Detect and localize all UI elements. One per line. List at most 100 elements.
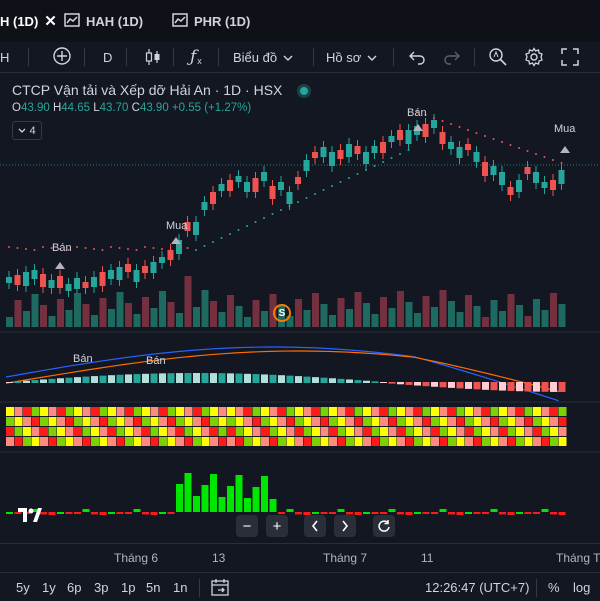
sar-dot: [348, 177, 350, 179]
interval-button[interactable]: D: [103, 46, 112, 68]
heat-cell: [414, 437, 422, 446]
profile-dropdown[interactable]: Hồ sơ: [326, 46, 377, 68]
heat-cell: [320, 417, 329, 426]
sell-signal-label: Bán: [407, 107, 427, 119]
sar-dot: [50, 247, 53, 249]
quick-search-icon[interactable]: [488, 46, 508, 68]
heat-cell: [193, 407, 201, 416]
settings-gear-icon[interactable]: [524, 46, 544, 68]
range-6p-button[interactable]: 6p: [67, 580, 82, 595]
macd-histogram-bar: [312, 377, 319, 383]
heat-cell: [558, 417, 567, 426]
heat-cell: [354, 427, 363, 436]
undo-icon[interactable]: [408, 46, 426, 68]
scroll-right-button[interactable]: [334, 515, 356, 537]
range-5n-button[interactable]: 5n: [146, 580, 161, 595]
heat-cell: [337, 427, 346, 436]
heat-cell: [218, 427, 227, 436]
oscillator-bar: [65, 512, 73, 514]
zoom-in-button[interactable]: +: [266, 515, 288, 537]
indicator-count: 4: [29, 124, 36, 137]
macd-histogram-bar: [14, 381, 22, 383]
candles-icon[interactable]: [145, 46, 161, 68]
oscillator-bar: [40, 512, 47, 515]
range-5y-button[interactable]: 5y: [16, 580, 30, 595]
profile-label: Hồ sơ: [326, 49, 362, 65]
heat-cell: [524, 417, 533, 426]
volume-bar: [133, 314, 141, 327]
oscillator-bar: [320, 512, 328, 514]
candle-body: [312, 152, 318, 158]
heat-cell: [235, 427, 244, 436]
candle-body: [431, 120, 437, 128]
tab-phr[interactable]: PHR (1D): [172, 8, 250, 34]
buy-signal-label: Mua: [554, 123, 576, 135]
heat-cell: [448, 427, 456, 436]
tradingview-logo-icon[interactable]: [14, 503, 46, 527]
heat-cell: [286, 437, 295, 446]
heat-cell: [550, 437, 558, 446]
heat-cell: [244, 437, 252, 446]
symbol-search-button[interactable]: H: [0, 46, 9, 68]
oscillator-bar: [176, 484, 183, 512]
scroll-left-button[interactable]: [304, 515, 326, 537]
oscillator-bar: [439, 509, 447, 512]
heat-cell: [201, 437, 210, 446]
clock-time[interactable]: 12:26:47 (UTC+7): [425, 580, 530, 595]
chart-canvas[interactable]: [0, 72, 600, 543]
heat-cell: [142, 437, 150, 446]
candle-body: [244, 182, 250, 192]
oscillator-bar: [507, 512, 515, 515]
sar-dot: [220, 237, 223, 239]
heat-cell: [431, 427, 439, 436]
zoom-out-button[interactable]: −: [236, 515, 258, 537]
compare-add-button[interactable]: [52, 46, 72, 68]
x-tick-label: 13: [212, 551, 226, 565]
s-marker[interactable]: S: [273, 304, 291, 322]
range-1p-button[interactable]: 1p: [121, 580, 136, 595]
heat-cell: [261, 437, 269, 446]
oscillator-bar: [388, 509, 396, 512]
heat-cell: [541, 417, 550, 426]
heat-cell: [48, 427, 57, 436]
sar-dot: [246, 225, 248, 227]
heat-cell: [159, 437, 167, 446]
heat-cell: [388, 407, 397, 416]
heat-cell: [465, 437, 473, 446]
heat-cell: [473, 427, 482, 436]
sar-dot: [144, 246, 146, 248]
heat-cell: [422, 437, 431, 446]
range-1n-button[interactable]: 1n: [173, 580, 188, 595]
heat-cell: [465, 417, 473, 426]
macd-histogram-bar: [337, 378, 345, 383]
chart-type-label: Biểu đồ: [233, 49, 278, 65]
macd-histogram-bar: [48, 378, 56, 383]
log-scale-button[interactable]: log: [573, 580, 591, 595]
macd-histogram-bar: [371, 381, 379, 383]
range-1y-button[interactable]: 1y: [42, 580, 56, 595]
percent-scale-button[interactable]: %: [548, 580, 560, 595]
sar-dot: [484, 135, 486, 137]
reset-icon: [378, 520, 390, 532]
redo-icon[interactable]: [443, 46, 461, 68]
close-icon[interactable]: ✕: [44, 13, 57, 30]
sar-dot: [178, 246, 180, 248]
time-axis[interactable]: Tháng 6 13 Tháng 7 11 Tháng Tá: [0, 543, 600, 572]
indicators-collapse-button[interactable]: 4: [12, 121, 42, 140]
tab-active[interactable]: H (1D) ✕: [0, 8, 57, 34]
fullscreen-icon[interactable]: [561, 46, 579, 68]
sar-dot: [186, 247, 189, 249]
tab-hah[interactable]: HAH (1D): [64, 8, 143, 34]
heat-cell: [414, 407, 422, 416]
macd-histogram-bar: [99, 375, 107, 383]
reset-chart-button[interactable]: [373, 515, 395, 537]
date-range-icon[interactable]: [211, 578, 229, 599]
oscillator-bar: [422, 512, 430, 514]
heat-cell: [91, 437, 99, 446]
oscillator-bar: [82, 509, 90, 512]
range-3p-button[interactable]: 3p: [94, 580, 109, 595]
buy-signal-label: Mua: [166, 220, 188, 232]
divider: [393, 48, 394, 66]
chart-type-dropdown[interactable]: Biểu đồ: [233, 46, 293, 68]
